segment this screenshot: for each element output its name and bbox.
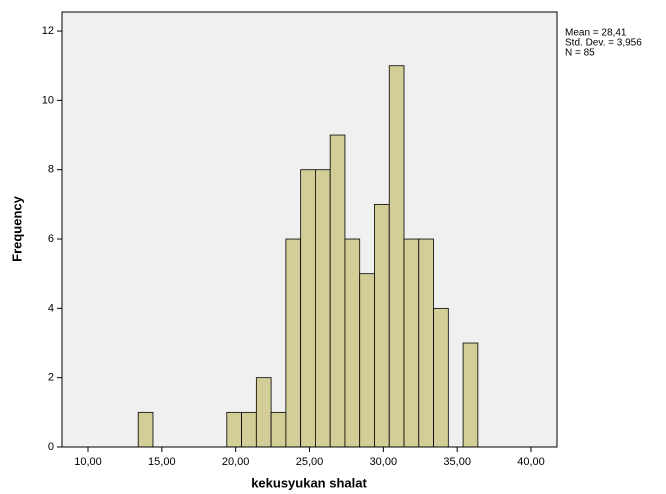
bar: [403, 238, 420, 448]
bar: [300, 169, 316, 448]
x-tick-label: 15,00: [148, 456, 176, 468]
x-tick-label: 25,00: [296, 456, 324, 468]
stat-label: Mean = 28,41: [565, 28, 627, 39]
y-tick-label: 4: [48, 302, 54, 314]
bar: [462, 342, 479, 448]
bar: [241, 411, 257, 448]
bar: [418, 238, 434, 448]
stat-label: N = 85: [565, 48, 595, 59]
bar: [255, 377, 272, 448]
bar: [433, 307, 449, 448]
bar: [270, 411, 287, 448]
y-tick-label: 10: [42, 94, 54, 106]
y-tick-label: 2: [48, 372, 54, 384]
y-tick-label: 0: [48, 441, 54, 453]
y-tick-label: 12: [42, 25, 54, 37]
bar: [226, 411, 242, 448]
x-tick-label: 30,00: [370, 456, 398, 468]
bar: [329, 134, 346, 448]
bar: [344, 238, 361, 448]
bar: [359, 273, 375, 448]
bar: [374, 203, 390, 448]
x-tick-label: 10,00: [74, 456, 102, 468]
y-tick-label: 8: [48, 164, 54, 176]
x-axis-title: kekusyukan shalat: [251, 475, 367, 490]
y-tick-label: 6: [48, 233, 54, 245]
x-tick-label: 35,00: [443, 456, 471, 468]
x-tick-label: 40,00: [517, 456, 545, 468]
bar: [388, 65, 405, 448]
bar: [285, 238, 302, 448]
y-axis-title: Frequency: [9, 195, 24, 262]
bar: [137, 411, 154, 448]
stat-label: Std. Dev. = 3,956: [565, 38, 642, 49]
x-tick-label: 20,00: [222, 456, 250, 468]
bar: [315, 169, 331, 448]
